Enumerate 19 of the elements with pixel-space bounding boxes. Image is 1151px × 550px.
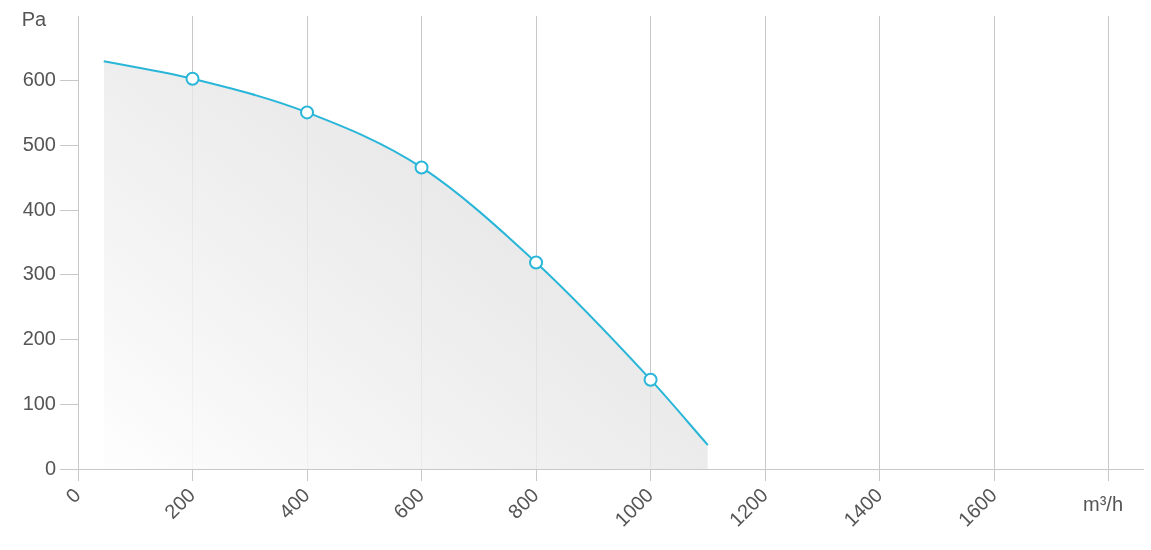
point [643, 372, 658, 387]
y-tick-label: 0 [44, 456, 56, 479]
x-tick-label: 0 [61, 483, 85, 508]
x-tick-label: 600 [389, 483, 429, 523]
x-axis-title: m³/h [1083, 492, 1123, 515]
point [529, 255, 544, 270]
x-tick-label: 200 [160, 483, 200, 523]
y-tick-label: 500 [22, 132, 56, 155]
x-tick-label: 400 [274, 483, 314, 523]
point [414, 160, 429, 175]
y-tick-label: 600 [22, 68, 56, 91]
y-axis-title: Pa [21, 7, 48, 30]
y-tick-label: 400 [22, 197, 56, 220]
point [300, 105, 315, 120]
y-tick-label: 200 [22, 327, 56, 350]
y-tick-label: 100 [22, 391, 56, 414]
x-tick-label: 800 [503, 483, 543, 523]
point [185, 71, 200, 86]
y-tick-label: 300 [22, 262, 56, 285]
